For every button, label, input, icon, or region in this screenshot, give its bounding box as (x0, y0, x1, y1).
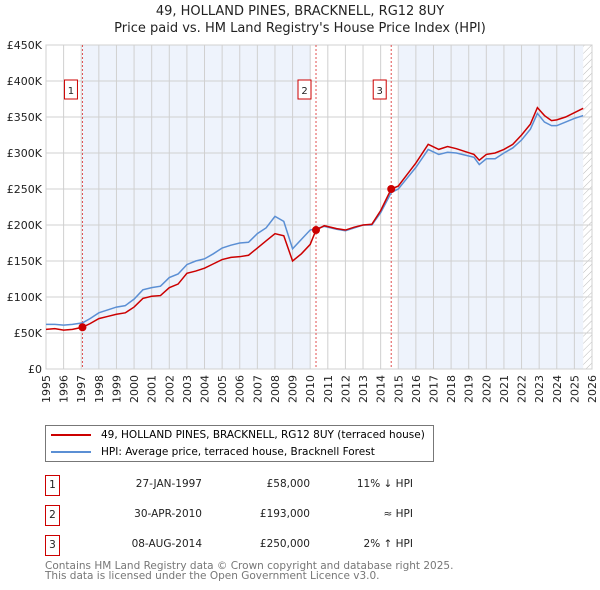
sale-price: £58,000 (266, 478, 310, 490)
sale-marker-badge: 2 (45, 505, 60, 526)
y-tick-label: £350K (7, 111, 43, 124)
shaded-range (82, 45, 311, 369)
sale-point (387, 185, 396, 193)
x-tick-label: 2016 (410, 375, 423, 403)
y-tick-label: £200K (7, 219, 43, 232)
sale-hpi-relation: 2% ↑ HPI (363, 538, 413, 550)
footer-licence: This data is licensed under the Open Gov… (45, 570, 380, 582)
sale-label-box (372, 79, 387, 100)
x-tick-label: 2026 (586, 375, 599, 403)
x-tick-label: 2014 (375, 375, 388, 403)
sale-price: £193,000 (259, 508, 310, 520)
x-tick-label: 1999 (110, 375, 123, 403)
x-tick-label: 2020 (480, 375, 493, 403)
sale-row: 3 08-AUG-2014 £250,000 2% ↑ HPI (45, 535, 445, 556)
x-tick-label: 2006 (234, 375, 247, 403)
x-tick-label: 2007 (251, 375, 264, 403)
x-tick-label: 2024 (551, 375, 564, 403)
sale-row: 2 30-APR-2010 £193,000 ≈ HPI (45, 505, 445, 526)
x-tick-label: 2009 (287, 375, 300, 403)
legend-label: HPI: Average price, terraced house, Brac… (101, 446, 375, 458)
y-tick-label: £0 (28, 363, 42, 376)
sale-label: 2 (301, 86, 307, 97)
x-tick-label: 1997 (75, 375, 88, 403)
sale-label: 3 (377, 86, 383, 97)
sale-date: 08-AUG-2014 (131, 538, 202, 550)
y-tick-label: £100K (7, 291, 43, 304)
legend-item-hpi: HPI: Average price, terraced house, Brac… (51, 444, 375, 460)
legend-item-property: 49, HOLLAND PINES, BRACKNELL, RG12 8UY (… (51, 427, 425, 443)
x-tick-label: 2015 (392, 375, 405, 403)
footer-copyright: Contains HM Land Registry data © Crown c… (45, 560, 454, 572)
x-tick-label: 1998 (93, 375, 106, 403)
shaded-range (398, 45, 584, 369)
legend-swatch-property (51, 434, 91, 436)
x-tick-label: 2022 (516, 375, 529, 403)
legend: 49, HOLLAND PINES, BRACKNELL, RG12 8UY (… (45, 425, 434, 462)
x-tick-label: 2011 (322, 375, 335, 403)
sale-point (312, 226, 321, 235)
x-tick-label: 2000 (128, 375, 141, 403)
y-tick-label: £50K (14, 327, 43, 340)
sale-point (78, 323, 87, 332)
sale-label-box (63, 79, 78, 100)
x-tick-label: 2012 (339, 375, 352, 403)
sale-date: 27-JAN-1997 (135, 478, 202, 490)
y-tick-label: £250K (7, 183, 43, 196)
y-tick-label: £450K (7, 39, 43, 52)
x-tick-label: 1995 (40, 375, 53, 403)
sale-row: 1 27-JAN-1997 £58,000 11% ↓ HPI (45, 475, 445, 496)
chart-subtitle: Price paid vs. HM Land Registry's House … (114, 21, 486, 36)
x-tick-label: 2017 (427, 375, 440, 403)
sale-date: 30-APR-2010 (134, 508, 202, 520)
x-tick-label: 1996 (58, 375, 71, 403)
x-tick-label: 2004 (199, 375, 212, 403)
x-tick-label: 2010 (304, 375, 317, 403)
x-tick-label: 2002 (163, 375, 176, 403)
legend-label: 49, HOLLAND PINES, BRACKNELL, RG12 8UY (… (101, 429, 425, 441)
sale-label-box (297, 79, 312, 100)
x-tick-label: 2008 (269, 375, 282, 403)
plot-area: 1995 1996 1997 1998 1999 2000 2001 2002 2003 2004… (7, 39, 599, 403)
x-tick-label: 2025 (568, 375, 581, 403)
y-tick-label: £300K (7, 147, 43, 160)
y-tick-label: £400K (7, 75, 43, 88)
sale-marker-badge: 3 (45, 535, 60, 556)
chart-title: 49, HOLLAND PINES, BRACKNELL, RG12 8UY (155, 4, 445, 19)
x-tick-label: 2019 (463, 375, 476, 403)
x-tick-label: 2021 (498, 375, 511, 403)
sale-price: £250,000 (259, 538, 310, 550)
x-tick-label: 2001 (146, 375, 159, 403)
legend-swatch-hpi (51, 451, 91, 453)
footer: Contains HM Land Registry data © Crown c… (45, 560, 454, 582)
x-tick-label: 2003 (181, 375, 194, 403)
sale-marker-badge: 1 (45, 475, 60, 496)
sale-hpi-relation: 11% ↓ HPI (356, 478, 413, 490)
sale-label: 1 (68, 86, 74, 97)
y-tick-label: £150K (7, 255, 43, 268)
x-tick-label: 2018 (445, 375, 458, 403)
x-tick-label: 2005 (216, 375, 229, 403)
forecast-hatch (583, 45, 592, 369)
x-tick-label: 2013 (357, 375, 370, 403)
x-tick-label: 2023 (533, 375, 546, 403)
sale-hpi-relation: ≈ HPI (383, 508, 413, 520)
